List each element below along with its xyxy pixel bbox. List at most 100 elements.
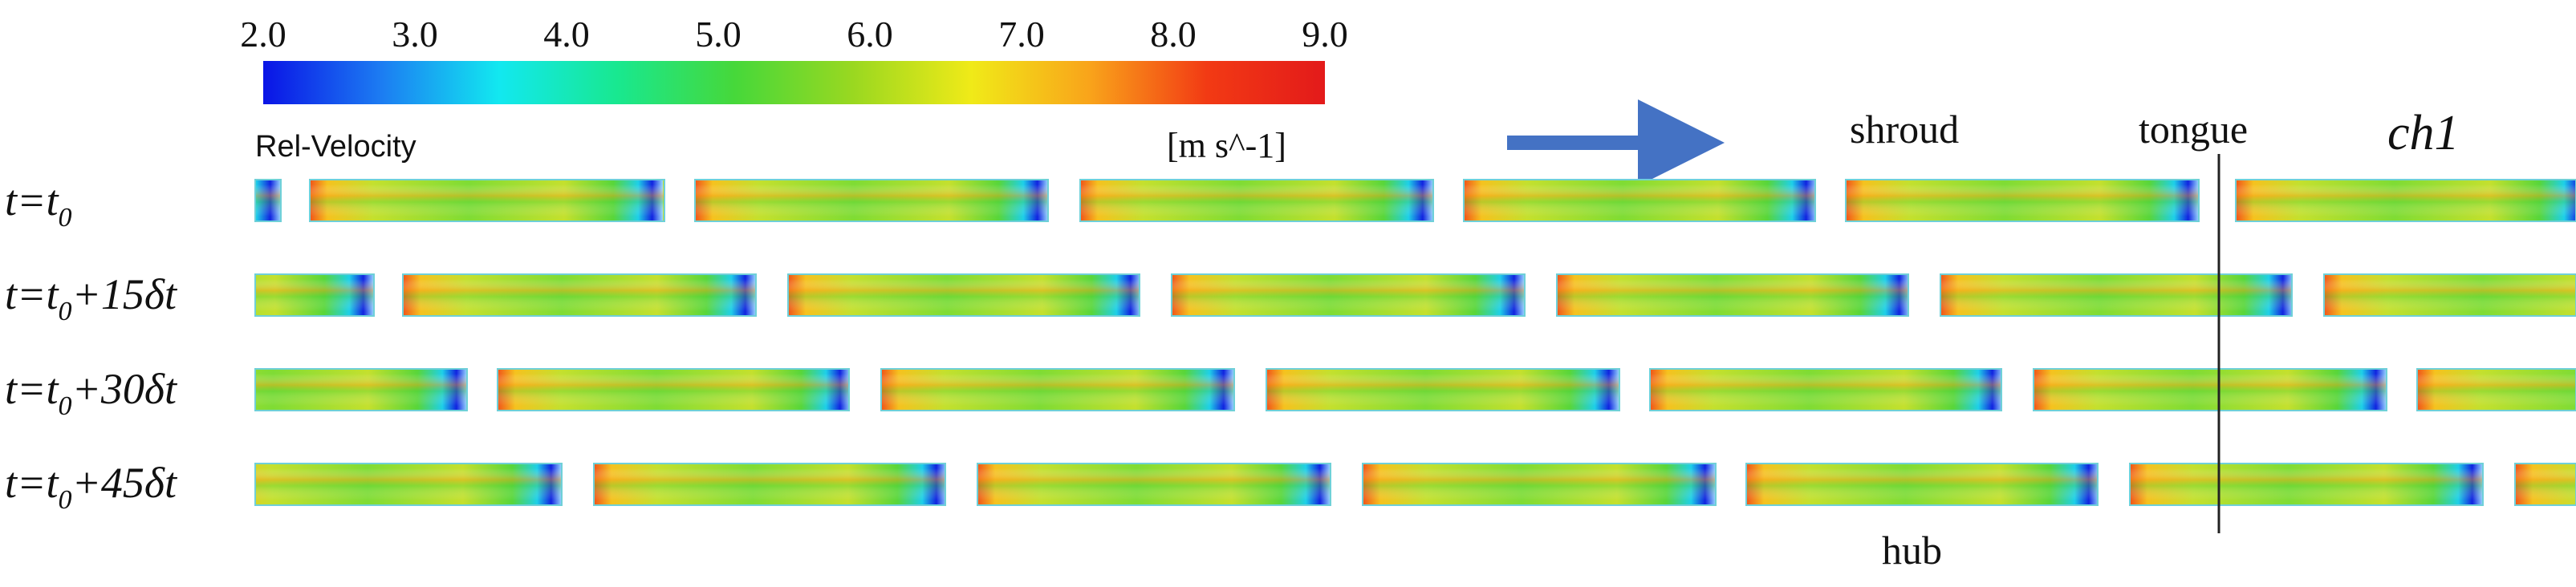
- channel-outline: [1940, 273, 2293, 317]
- row-label-subscript: 0: [58, 203, 71, 233]
- channel-outline: [1845, 179, 2200, 222]
- row-label-main: t=t: [5, 176, 59, 225]
- contour-channel: [2235, 179, 2576, 222]
- channel-outline: [497, 368, 850, 411]
- colorbar-tick-label: 9.0: [1302, 14, 1348, 55]
- row-label-rest: +45δt: [71, 459, 178, 507]
- channel-band: [881, 374, 1234, 406]
- channel-band: [403, 279, 756, 311]
- channel-band: [594, 468, 945, 500]
- colorbar-tick-label: 8.0: [1150, 14, 1197, 55]
- contour-channel: [1079, 179, 1434, 222]
- contour-channel: [309, 179, 665, 222]
- colorbar-tick-label: 7.0: [998, 14, 1045, 55]
- channel-band: [1172, 279, 1525, 311]
- contour-channel: [880, 368, 1235, 411]
- row-label-subscript: 0: [58, 297, 71, 326]
- channel-band: [2034, 374, 2387, 406]
- colorbar: 2.0 3.0 4.0 5.0 6.0 7.0 8.0 9.0 Rel-Velocity [m…: [240, 14, 1348, 165]
- channel-outline: [787, 273, 1140, 317]
- contour-channel: [209, 463, 563, 506]
- channel-band: [310, 184, 664, 217]
- contour-channel: [1745, 463, 2099, 506]
- channel-band: [695, 184, 1048, 217]
- channel-band: [1464, 184, 1815, 217]
- channel-band: [1557, 279, 1908, 311]
- contour-channels: [0, 179, 2576, 506]
- row-label-main: t=t: [5, 459, 59, 507]
- row-label: t=t0+45δt: [5, 459, 178, 515]
- contour-channel: [1266, 368, 1620, 411]
- colorbar-tick-label: 4.0: [543, 14, 590, 55]
- channel-band: [1650, 374, 2001, 406]
- channel-band: [255, 184, 281, 217]
- contour-channel: [694, 179, 1049, 222]
- channel-outline: [977, 463, 1331, 506]
- contour-channel: [2323, 273, 2576, 317]
- channel-band: [1746, 468, 2098, 500]
- channel-outline: [1463, 179, 1816, 222]
- shroud-label: shroud: [1850, 107, 1959, 152]
- colorbar-tick-label: 5.0: [695, 14, 742, 55]
- channel-band: [1363, 468, 1716, 500]
- channel-outline: [254, 273, 375, 317]
- row-label-rest: +15δt: [71, 270, 178, 318]
- channel-band: [1266, 374, 1619, 406]
- contour-channel: [497, 368, 851, 411]
- contour-channel: [2129, 463, 2484, 506]
- colorbar-tick-labels: 2.0 3.0 4.0 5.0 6.0 7.0 8.0 9.0: [240, 14, 1348, 55]
- row-label-subscript: 0: [58, 391, 71, 421]
- channel-outline: [254, 179, 282, 222]
- channel-band: [2130, 468, 2483, 500]
- contour-channel: [2033, 368, 2387, 411]
- channel-outline: [2033, 368, 2387, 411]
- channel-outline: [694, 179, 1049, 222]
- channel-band: [1940, 279, 2292, 311]
- row-label-rest: +30δt: [71, 365, 178, 413]
- colorbar-gradient: [263, 61, 1325, 104]
- row-label-main: t=t: [5, 270, 59, 318]
- channel-outline: [1556, 273, 1909, 317]
- channel-outline: [1266, 368, 1620, 411]
- contour-channel: [1556, 273, 1910, 317]
- tongue-label: tongue: [2139, 107, 2248, 152]
- channel-outline: [593, 463, 946, 506]
- row-label: t=t0+15δt: [5, 270, 178, 326]
- contour-channel: [593, 463, 947, 506]
- channel-outline: [1079, 179, 1434, 222]
- contour-channel: [1171, 273, 1526, 317]
- channel-band: [977, 468, 1331, 500]
- channel-band: [255, 374, 467, 406]
- channel-outline: [309, 179, 665, 222]
- colorbar-tick-label: 2.0: [240, 14, 286, 55]
- channel-band: [1846, 184, 2199, 217]
- contour-channel: [977, 463, 1331, 506]
- hub-label: hub: [1882, 528, 1942, 573]
- contour-channel: [1463, 179, 1817, 222]
- row-label: t=t0: [5, 176, 71, 233]
- channel-outline: [254, 463, 563, 506]
- contour-channel: [787, 273, 1141, 317]
- channel-band: [255, 468, 562, 500]
- contour-channel: [1649, 368, 2003, 411]
- channel-band: [498, 374, 849, 406]
- channel-outline: [1362, 463, 1717, 506]
- channel-band: [2324, 279, 2576, 311]
- contour-channel: [2514, 463, 2576, 506]
- row-label-main: t=t: [5, 365, 59, 413]
- channel-outline: [880, 368, 1235, 411]
- channel-outline: [2416, 368, 2576, 411]
- contour-channel: [1362, 463, 1717, 506]
- colorbar-tick-label: 6.0: [847, 14, 893, 55]
- channel-outline: [2323, 273, 2576, 317]
- channel-outline: [2514, 463, 2576, 506]
- contour-channel: [1940, 273, 2294, 317]
- channel-label: ch1: [2387, 106, 2460, 160]
- contour-channel: [1845, 179, 2200, 222]
- contour-channel: [2416, 368, 2576, 411]
- channel-outline: [254, 368, 468, 411]
- channel-band: [2417, 374, 2576, 406]
- channel-outline: [1649, 368, 2002, 411]
